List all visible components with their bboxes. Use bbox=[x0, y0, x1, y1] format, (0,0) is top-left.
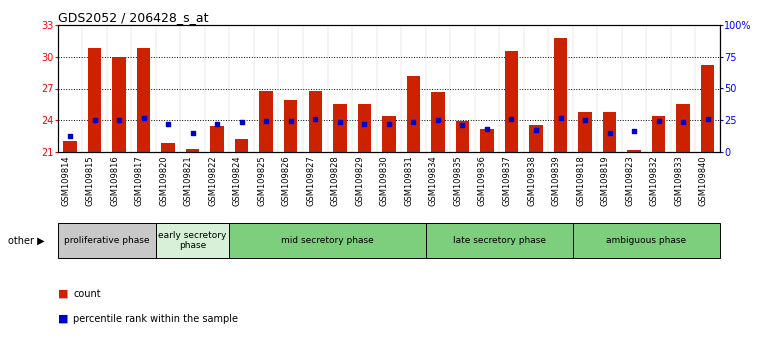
Bar bbox=[210, 126, 224, 152]
Text: GSM109826: GSM109826 bbox=[282, 155, 291, 206]
Bar bbox=[628, 150, 641, 152]
Text: GSM109823: GSM109823 bbox=[625, 155, 634, 206]
Text: GSM109832: GSM109832 bbox=[650, 155, 658, 206]
Text: GSM109835: GSM109835 bbox=[454, 155, 463, 206]
Bar bbox=[235, 139, 249, 152]
Point bbox=[162, 121, 174, 126]
Bar bbox=[554, 38, 567, 152]
Bar bbox=[505, 51, 518, 152]
Point bbox=[530, 127, 542, 133]
Text: GSM109817: GSM109817 bbox=[135, 155, 143, 206]
Point bbox=[579, 118, 591, 123]
Bar bbox=[426, 223, 573, 258]
Bar bbox=[309, 91, 322, 152]
Text: GSM109836: GSM109836 bbox=[478, 155, 487, 206]
Text: proliferative phase: proliferative phase bbox=[64, 236, 149, 245]
Point bbox=[383, 121, 395, 126]
Text: ambiguous phase: ambiguous phase bbox=[606, 236, 686, 245]
Bar bbox=[676, 104, 690, 152]
Point bbox=[186, 130, 199, 136]
Point bbox=[113, 118, 126, 123]
Text: GSM109824: GSM109824 bbox=[233, 155, 242, 206]
Bar bbox=[431, 92, 444, 152]
Point bbox=[457, 122, 469, 127]
Text: GSM109837: GSM109837 bbox=[503, 155, 511, 206]
Bar bbox=[382, 116, 396, 152]
Point bbox=[432, 118, 444, 123]
Bar bbox=[603, 112, 616, 152]
Bar bbox=[88, 48, 102, 152]
Point bbox=[701, 116, 714, 122]
Text: ■: ■ bbox=[58, 289, 69, 299]
Bar bbox=[229, 223, 426, 258]
Bar bbox=[480, 129, 494, 152]
Text: late secretory phase: late secretory phase bbox=[453, 236, 546, 245]
Text: GSM109833: GSM109833 bbox=[675, 155, 683, 206]
Text: GSM109838: GSM109838 bbox=[527, 155, 536, 206]
Text: GSM109830: GSM109830 bbox=[380, 155, 389, 206]
Point bbox=[309, 116, 321, 122]
Text: GSM109818: GSM109818 bbox=[576, 155, 585, 206]
Bar bbox=[573, 223, 720, 258]
Text: GSM109821: GSM109821 bbox=[183, 155, 192, 206]
Point bbox=[211, 121, 223, 126]
Bar bbox=[701, 65, 715, 152]
Bar bbox=[578, 112, 592, 152]
Point bbox=[260, 119, 273, 124]
Bar bbox=[333, 104, 347, 152]
Text: count: count bbox=[73, 289, 101, 299]
Bar bbox=[529, 125, 543, 152]
Text: GSM109822: GSM109822 bbox=[208, 155, 217, 206]
Bar bbox=[137, 48, 150, 152]
Bar bbox=[156, 223, 229, 258]
Point bbox=[64, 133, 76, 139]
Text: GSM109816: GSM109816 bbox=[110, 155, 119, 206]
Text: GSM109815: GSM109815 bbox=[85, 155, 95, 206]
Point bbox=[505, 116, 517, 122]
Text: GSM109829: GSM109829 bbox=[355, 155, 364, 206]
Point bbox=[358, 121, 370, 126]
Point bbox=[333, 120, 346, 125]
Text: GSM109834: GSM109834 bbox=[429, 155, 438, 206]
Text: GSM109825: GSM109825 bbox=[257, 155, 266, 206]
Point bbox=[652, 119, 665, 124]
Text: GSM109827: GSM109827 bbox=[306, 155, 315, 206]
Bar bbox=[284, 100, 297, 152]
Point bbox=[137, 115, 149, 121]
Text: ■: ■ bbox=[58, 314, 69, 324]
Bar bbox=[407, 76, 420, 152]
Point bbox=[480, 126, 493, 132]
Bar bbox=[63, 141, 77, 152]
Text: early secretory
phase: early secretory phase bbox=[159, 231, 227, 250]
Point bbox=[677, 120, 689, 125]
Point bbox=[285, 119, 297, 124]
Point bbox=[604, 130, 616, 136]
Bar bbox=[58, 223, 156, 258]
Text: GDS2052 / 206428_s_at: GDS2052 / 206428_s_at bbox=[58, 11, 208, 24]
Text: other ▶: other ▶ bbox=[8, 236, 45, 246]
Bar bbox=[357, 104, 371, 152]
Text: GSM109831: GSM109831 bbox=[404, 155, 413, 206]
Point bbox=[89, 118, 101, 123]
Text: percentile rank within the sample: percentile rank within the sample bbox=[73, 314, 238, 324]
Point bbox=[628, 128, 641, 134]
Text: GSM109828: GSM109828 bbox=[331, 155, 340, 206]
Text: GSM109840: GSM109840 bbox=[698, 155, 708, 206]
Bar bbox=[112, 57, 126, 152]
Bar bbox=[162, 143, 175, 152]
Bar bbox=[259, 91, 273, 152]
Bar bbox=[186, 149, 199, 152]
Point bbox=[407, 120, 420, 125]
Text: GSM109839: GSM109839 bbox=[551, 155, 561, 206]
Text: GSM109814: GSM109814 bbox=[61, 155, 70, 206]
Bar bbox=[456, 121, 469, 152]
Text: mid secretory phase: mid secretory phase bbox=[281, 236, 374, 245]
Text: GSM109820: GSM109820 bbox=[159, 155, 168, 206]
Point bbox=[554, 115, 567, 121]
Bar bbox=[652, 116, 665, 152]
Text: GSM109819: GSM109819 bbox=[601, 155, 610, 206]
Point bbox=[236, 120, 248, 125]
